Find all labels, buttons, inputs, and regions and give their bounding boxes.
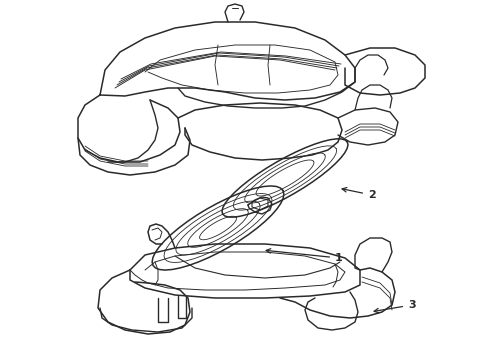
Text: 1: 1 <box>266 249 343 263</box>
Text: 3: 3 <box>374 300 416 313</box>
Text: 2: 2 <box>342 188 376 200</box>
